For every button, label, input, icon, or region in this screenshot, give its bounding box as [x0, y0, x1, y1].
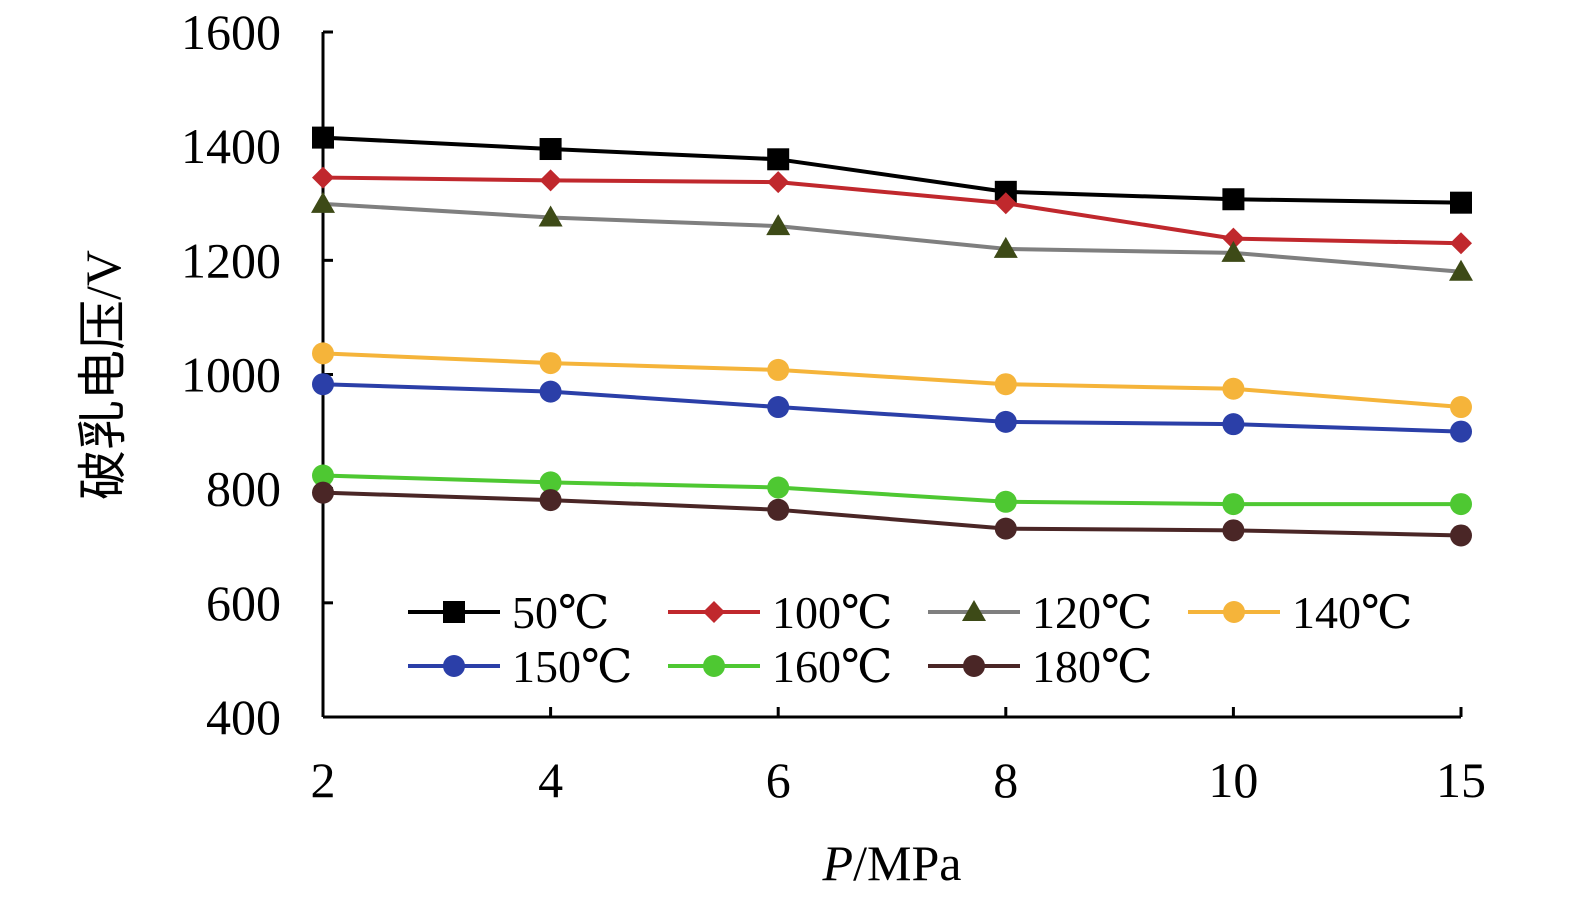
legend-label: 180℃ [1032, 641, 1152, 692]
data-point [1450, 493, 1472, 516]
y-tick-label: 400 [206, 689, 281, 745]
x-tick-label: 6 [766, 752, 791, 808]
data-point [767, 396, 790, 419]
y-tick-label: 1600 [181, 4, 281, 60]
y-tick-label: 600 [206, 575, 281, 631]
data-point [994, 373, 1017, 396]
legend-item-50c: 50℃ [408, 587, 609, 638]
data-point [312, 166, 334, 189]
legend-item-180c: 180℃ [928, 641, 1152, 692]
series-50c [312, 126, 1472, 214]
y-tick-label: 1000 [181, 347, 281, 403]
data-point [539, 352, 562, 375]
legend-label: 120℃ [1032, 587, 1152, 638]
legend-label: 150℃ [512, 641, 632, 692]
legend-label: 50℃ [512, 587, 609, 638]
legend-swatch-marker [963, 655, 985, 677]
x-tick-label: 8 [993, 752, 1018, 808]
x-axis-title: P/MPa [822, 835, 962, 891]
data-point [1450, 191, 1472, 214]
data-point [1450, 524, 1472, 547]
data-point [539, 380, 562, 403]
legend-item-150c: 150℃ [408, 641, 632, 692]
data-point [994, 180, 1017, 203]
series-line [322, 382, 1462, 434]
legend-swatch-marker [962, 600, 986, 621]
y-tick-label: 1400 [181, 118, 281, 174]
data-point [1450, 396, 1472, 419]
data-point [767, 476, 790, 499]
y-axis-ticks: 400 600 800 1000 1200 1400 1600 [181, 4, 333, 745]
series-150c [312, 373, 1472, 443]
series-line [322, 351, 1462, 410]
data-point [539, 471, 562, 494]
series-140c [312, 342, 1472, 419]
series-100c [312, 166, 1472, 255]
y-tick-label: 1200 [181, 232, 281, 288]
data-point [1222, 227, 1245, 250]
legend-swatch-marker [443, 601, 465, 623]
legend-item-160c: 160℃ [668, 641, 892, 692]
data-point [539, 138, 562, 161]
legend-label: 160℃ [772, 641, 892, 692]
data-point [538, 205, 563, 227]
legend: 50℃ 100℃ 120℃ 140℃ 150℃ 160℃ 180℃ [408, 587, 1412, 692]
data-point [539, 489, 562, 512]
legend-label: 140℃ [1292, 587, 1412, 638]
data-point [767, 358, 790, 381]
series-line [322, 135, 1462, 205]
series-layer [311, 126, 1473, 547]
data-point [1450, 232, 1472, 255]
legend-swatch-marker [1223, 601, 1245, 623]
data-point [993, 236, 1018, 258]
legend-item-140c: 140℃ [1188, 587, 1412, 638]
y-axis-title: 破乳电压/V [75, 250, 131, 500]
x-tick-label: 15 [1436, 752, 1486, 808]
data-point [312, 342, 334, 365]
series-line [322, 473, 1461, 507]
x-tick-label: 10 [1208, 752, 1258, 808]
data-point [1222, 519, 1245, 542]
legend-swatch-marker [703, 655, 725, 677]
data-point [1222, 188, 1245, 211]
data-point [1222, 377, 1245, 400]
legend-item-120c: 120℃ [928, 587, 1152, 638]
series-line [322, 175, 1462, 246]
data-point [767, 171, 790, 194]
x-axis-ticks: 2 4 6 8 10 15 [311, 707, 1486, 808]
x-tick-label: 2 [311, 752, 336, 808]
data-point [1221, 240, 1246, 262]
legend-item-100c: 100℃ [668, 587, 892, 638]
y-tick-label: 800 [206, 461, 281, 517]
data-point [994, 410, 1017, 433]
data-point [312, 126, 334, 149]
legend-label: 100℃ [772, 587, 892, 638]
data-point [994, 517, 1017, 540]
data-point [767, 498, 790, 521]
x-tick-label: 4 [538, 752, 563, 808]
data-point [994, 490, 1017, 513]
data-point [994, 192, 1017, 215]
x-axis-variable: P [822, 835, 854, 891]
series-line [322, 201, 1462, 274]
data-point [766, 214, 791, 236]
data-point [311, 191, 335, 213]
data-point [767, 148, 790, 171]
series-line [322, 490, 1462, 538]
data-point [312, 464, 334, 487]
legend-swatch-marker [703, 601, 725, 623]
series-120c [311, 191, 1473, 281]
data-point [1449, 259, 1473, 281]
data-point [312, 481, 334, 504]
series-180c [312, 481, 1472, 547]
data-point [1450, 420, 1472, 443]
data-point [539, 169, 562, 192]
x-axis-unit: /MPa [853, 835, 961, 891]
data-point [312, 373, 334, 396]
data-point [1222, 413, 1245, 436]
legend-swatch-marker [443, 655, 465, 677]
data-point [1222, 493, 1245, 516]
series-160c [312, 464, 1472, 516]
